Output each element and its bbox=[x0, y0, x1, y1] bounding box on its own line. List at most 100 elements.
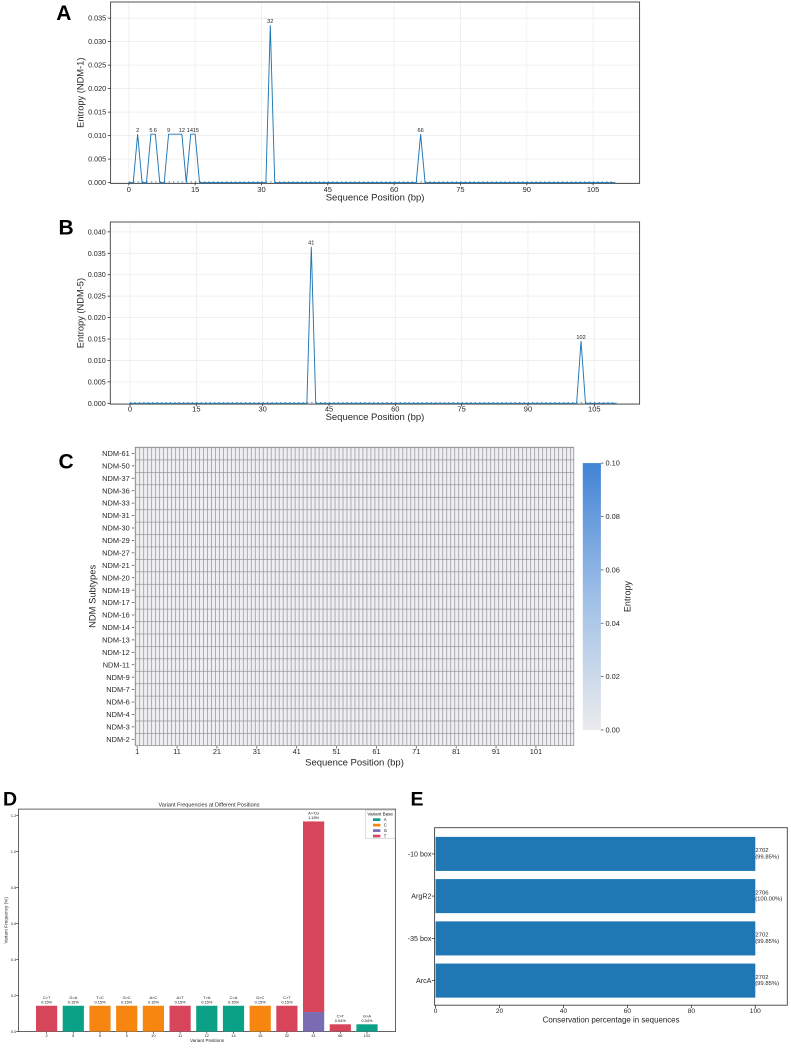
svg-text:0: 0 bbox=[434, 1008, 438, 1015]
svg-text:0.15%: 0.15% bbox=[41, 999, 53, 1004]
svg-text:-10 box: -10 box bbox=[408, 850, 432, 858]
svg-text:Entropy (NDM-5): Entropy (NDM-5) bbox=[76, 278, 86, 348]
svg-text:0.04%: 0.04% bbox=[335, 1018, 347, 1023]
svg-text:NDM-3: NDM-3 bbox=[106, 722, 129, 731]
svg-text:T>C: T>C bbox=[96, 995, 104, 1000]
svg-text:NDM-20: NDM-20 bbox=[102, 573, 130, 582]
svg-text:NDM-9: NDM-9 bbox=[106, 673, 129, 682]
svg-text:NDM-33: NDM-33 bbox=[102, 499, 130, 508]
svg-text:B: B bbox=[59, 217, 74, 240]
svg-text:NDM-12: NDM-12 bbox=[102, 648, 130, 657]
svg-text:12: 12 bbox=[205, 1033, 210, 1038]
svg-text:66: 66 bbox=[418, 128, 424, 134]
svg-text:0.15%: 0.15% bbox=[175, 999, 187, 1004]
svg-text:D: D bbox=[3, 789, 17, 811]
svg-text:A: A bbox=[56, 2, 71, 25]
svg-text:0.15%: 0.15% bbox=[228, 999, 240, 1004]
svg-text:0.025: 0.025 bbox=[88, 292, 106, 301]
svg-text:NDM-61: NDM-61 bbox=[102, 449, 130, 458]
svg-text:1.18%: 1.18% bbox=[308, 815, 320, 820]
svg-text:0.035: 0.035 bbox=[88, 14, 106, 23]
svg-text:NDM-31: NDM-31 bbox=[102, 511, 130, 520]
svg-text:60: 60 bbox=[391, 404, 399, 413]
svg-text:NDM Subtypes: NDM Subtypes bbox=[87, 565, 98, 628]
svg-text:45: 45 bbox=[325, 404, 333, 413]
svg-text:2702: 2702 bbox=[755, 933, 768, 939]
svg-text:E: E bbox=[411, 789, 424, 811]
svg-text:(99.85%): (99.85%) bbox=[755, 939, 779, 945]
svg-text:0.0: 0.0 bbox=[11, 1029, 17, 1034]
svg-text:Sequence Position (bp): Sequence Position (bp) bbox=[305, 758, 404, 769]
svg-text:0.025: 0.025 bbox=[88, 61, 106, 70]
svg-text:105: 105 bbox=[587, 185, 600, 194]
svg-text:6: 6 bbox=[154, 128, 157, 134]
svg-text:NDM-50: NDM-50 bbox=[102, 461, 130, 470]
svg-text:G>C: G>C bbox=[256, 995, 264, 1000]
svg-text:0: 0 bbox=[127, 185, 131, 194]
svg-text:15: 15 bbox=[192, 404, 200, 413]
svg-text:0.00: 0.00 bbox=[606, 726, 620, 735]
svg-text:ArgR2: ArgR2 bbox=[411, 893, 431, 901]
svg-text:41: 41 bbox=[311, 1033, 316, 1038]
svg-text:0.08: 0.08 bbox=[606, 512, 620, 521]
svg-text:51: 51 bbox=[332, 747, 340, 756]
svg-text:90: 90 bbox=[524, 404, 532, 413]
svg-text:5: 5 bbox=[72, 1033, 75, 1038]
svg-text:30: 30 bbox=[257, 185, 265, 194]
svg-text:0.030: 0.030 bbox=[88, 270, 106, 279]
svg-text:A>T: A>T bbox=[176, 995, 184, 1000]
svg-text:NDM-6: NDM-6 bbox=[106, 698, 129, 707]
svg-text:0.04%: 0.04% bbox=[361, 1018, 373, 1023]
svg-text:60: 60 bbox=[624, 1008, 632, 1015]
svg-text:(99.85%): (99.85%) bbox=[755, 981, 779, 987]
svg-text:41: 41 bbox=[308, 240, 314, 246]
svg-text:1: 1 bbox=[135, 747, 139, 756]
svg-text:NDM-30: NDM-30 bbox=[102, 524, 130, 533]
svg-text:0.015: 0.015 bbox=[88, 335, 106, 344]
svg-text:0.030: 0.030 bbox=[88, 37, 106, 46]
svg-text:-35 box: -35 box bbox=[408, 935, 432, 943]
svg-text:81: 81 bbox=[452, 747, 460, 756]
svg-text:NDM-7: NDM-7 bbox=[106, 685, 129, 694]
svg-text:Variant Positions: Variant Positions bbox=[190, 1038, 225, 1043]
svg-text:NDM-19: NDM-19 bbox=[102, 586, 130, 595]
svg-text:41: 41 bbox=[293, 747, 301, 756]
svg-text:0.15%: 0.15% bbox=[94, 999, 106, 1004]
svg-text:NDM-17: NDM-17 bbox=[102, 598, 130, 607]
svg-text:A>T,G: A>T,G bbox=[308, 811, 319, 816]
svg-text:NDM-21: NDM-21 bbox=[102, 561, 130, 570]
svg-text:71: 71 bbox=[412, 747, 420, 756]
svg-text:32: 32 bbox=[285, 1033, 290, 1038]
svg-text:NDM-27: NDM-27 bbox=[102, 548, 130, 557]
svg-text:0.005: 0.005 bbox=[88, 377, 106, 386]
svg-text:0.000: 0.000 bbox=[88, 399, 106, 408]
svg-text:2706: 2706 bbox=[755, 890, 769, 896]
svg-text:C>T: C>T bbox=[43, 995, 51, 1000]
svg-text:0.005: 0.005 bbox=[88, 155, 106, 164]
svg-text:9: 9 bbox=[167, 128, 170, 134]
svg-text:60: 60 bbox=[390, 185, 398, 194]
svg-text:ArcA: ArcA bbox=[416, 977, 432, 985]
svg-text:Sequence Position (bp): Sequence Position (bp) bbox=[326, 412, 425, 423]
svg-text:G>A: G>A bbox=[363, 1013, 371, 1018]
svg-text:C: C bbox=[384, 822, 387, 827]
svg-text:NDM-13: NDM-13 bbox=[102, 635, 130, 644]
svg-text:0.020: 0.020 bbox=[88, 313, 106, 322]
svg-text:T>A: T>A bbox=[203, 995, 211, 1000]
svg-text:Variant Frequency (%): Variant Frequency (%) bbox=[4, 897, 9, 944]
svg-text:0.015: 0.015 bbox=[88, 108, 106, 117]
svg-text:Conservation percentage in seq: Conservation percentage in sequences bbox=[543, 1016, 680, 1025]
svg-text:15: 15 bbox=[258, 1033, 263, 1038]
svg-text:Entropy (NDM-1): Entropy (NDM-1) bbox=[76, 58, 86, 128]
svg-text:9: 9 bbox=[126, 1033, 129, 1038]
svg-text:0.15%: 0.15% bbox=[201, 999, 213, 1004]
svg-text:NDM-11: NDM-11 bbox=[103, 660, 130, 669]
svg-text:0.15%: 0.15% bbox=[148, 999, 160, 1004]
svg-text:T: T bbox=[384, 833, 387, 838]
svg-text:11: 11 bbox=[178, 1033, 183, 1038]
svg-text:0: 0 bbox=[128, 404, 132, 413]
svg-text:Entropy: Entropy bbox=[623, 581, 633, 613]
svg-text:90: 90 bbox=[523, 185, 531, 194]
svg-text:2702: 2702 bbox=[755, 848, 768, 854]
svg-text:15: 15 bbox=[191, 185, 199, 194]
